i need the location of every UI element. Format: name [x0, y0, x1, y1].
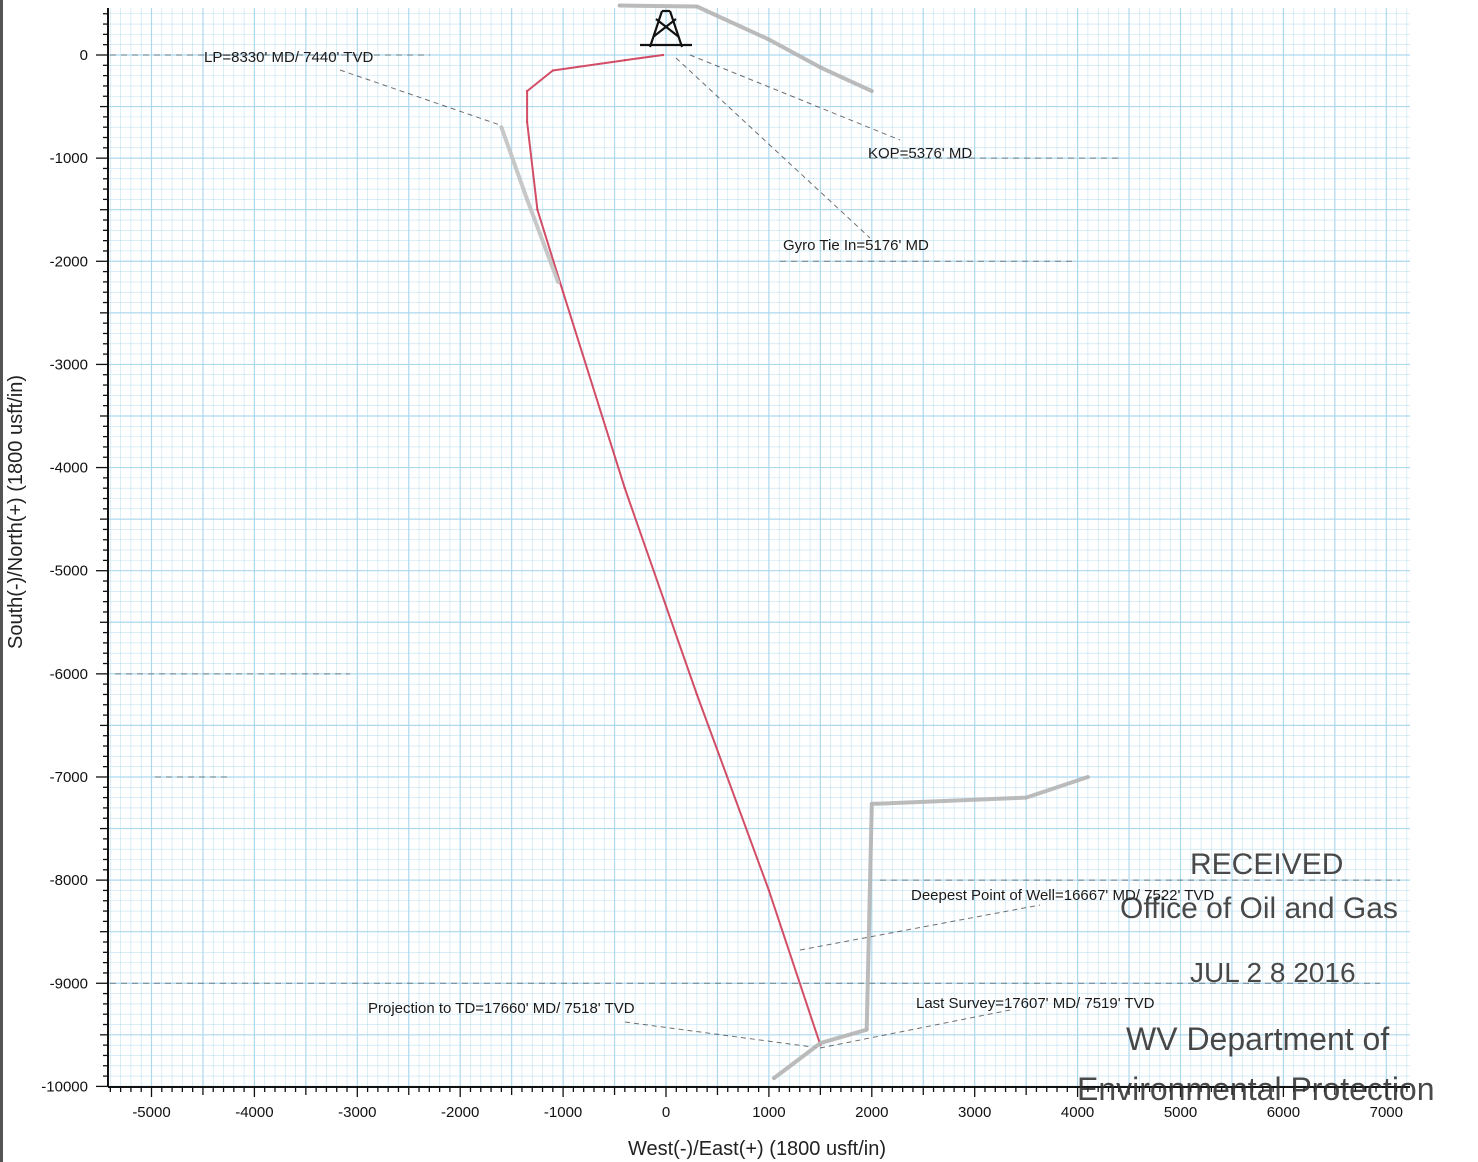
trajectory-point	[695, 693, 699, 696]
stamp-department: WV Department of	[1126, 1021, 1389, 1057]
series-layer	[499, 3, 1090, 1081]
x-tick-label: 5000	[1164, 1104, 1197, 1121]
offset-well-point	[618, 3, 622, 7]
y-tick-label: -5000	[50, 563, 88, 580]
stamp-environmental: Environmental Protection	[1077, 1071, 1435, 1107]
leader-kop	[689, 54, 901, 141]
leader-gyro	[675, 57, 871, 239]
offset-well-point	[556, 280, 560, 284]
offset-well-point	[1086, 775, 1090, 779]
trajectory-point	[561, 291, 565, 294]
annotation-gyro-tie-in: Gyro Tie In=5176' MD	[783, 237, 929, 254]
offset-well-point	[767, 38, 771, 42]
offset-well-line	[772, 775, 1090, 1081]
annotation-projection-td: Projection to TD=17660' MD/ 7518' TVD	[368, 1000, 635, 1017]
y-tick-label: -1000	[50, 150, 88, 167]
x-tick-label: -1000	[544, 1104, 582, 1121]
x-tick-label: 2000	[855, 1104, 888, 1121]
stamp-received: RECEIVED	[1190, 848, 1343, 881]
trajectory-point	[623, 486, 627, 490]
trajectory-point	[525, 89, 529, 93]
y-tick-label: -4000	[50, 460, 88, 477]
y-tick-label: 0	[80, 47, 88, 64]
offset-well-point	[1024, 796, 1028, 800]
leader-last-survey	[819, 1009, 1011, 1049]
x-axis-label: West(-)/East(+) (1800 usft/in)	[628, 1138, 886, 1160]
y-tick-label: -10000	[41, 1078, 88, 1095]
rig-icon-stroke	[668, 10, 684, 48]
offset-well-point	[499, 125, 503, 129]
offset-well-point	[870, 802, 874, 806]
x-tick-label: -4000	[235, 1104, 273, 1121]
x-tick-label: -5000	[132, 1104, 170, 1121]
annotation-leaders	[110, 54, 1400, 1049]
leader-lp	[339, 69, 501, 126]
stamp-office: Office of Oil and Gas	[1120, 892, 1398, 925]
y-tick-label: -9000	[50, 975, 88, 992]
trajectory-point	[551, 69, 555, 72]
y-axis-label: South(-)/North(+) (1800 usft/in)	[5, 375, 27, 649]
rig-icon	[640, 9, 692, 48]
offset-well-point	[695, 5, 699, 9]
leader-projection	[624, 1021, 821, 1049]
y-tick-label: -3000	[50, 356, 88, 373]
y-tick-label: -6000	[50, 666, 88, 683]
offset-well-point	[875, 802, 879, 806]
x-tick-label: 6000	[1267, 1104, 1300, 1121]
left-border	[0, 0, 3, 1162]
offset-well-point	[818, 1041, 822, 1045]
leader-deepest	[799, 904, 1041, 951]
x-tick-label: -2000	[441, 1104, 479, 1121]
rig-icon-stroke	[652, 18, 677, 38]
y-tick-label: -2000	[50, 253, 88, 270]
x-tick-label: 7000	[1370, 1104, 1403, 1121]
rig-icon-stroke	[655, 18, 680, 38]
x-tick-label: 3000	[958, 1104, 991, 1121]
rig-icon-stroke	[648, 10, 664, 48]
x-tick-label: -3000	[338, 1104, 376, 1121]
y-tick-label: -8000	[50, 872, 88, 889]
trajectory-point	[623, 58, 627, 62]
x-tick-label: 4000	[1061, 1104, 1094, 1121]
offset-well-point	[870, 89, 874, 93]
offset-well-point	[865, 1028, 869, 1032]
grid	[108, 8, 1410, 1088]
annotation-lp: LP=8330' MD/ 7440' TVD	[204, 49, 373, 66]
trajectory-point	[525, 120, 529, 124]
x-tick-label: 0	[662, 1104, 670, 1121]
offset-well-line	[617, 3, 874, 94]
annotation-deepest-point: Deepest Point of Well=16667' MD/ 7522' T…	[911, 887, 1214, 904]
annotation-last-survey: Last Survey=17607' MD/ 7519' TVD	[916, 995, 1155, 1012]
offset-well-point	[818, 65, 822, 69]
tick-labels: -5000 -4000 -3000 -2000 -1000 0 1000 2000 3000 40…	[41, 47, 1403, 1121]
offset-well-point	[525, 197, 529, 201]
received-stamp: RECEIVED Office of Oil and Gas JUL 2 8 2…	[1077, 848, 1435, 1107]
offset-well-point	[772, 1076, 776, 1080]
annotation-kop: KOP=5376' MD	[868, 145, 972, 162]
axes	[96, 8, 1410, 1097]
y-tick-label: -7000	[50, 769, 88, 786]
trajectory-point	[536, 208, 539, 211]
trajectory-point	[767, 889, 771, 892]
stamp-date: JUL 2 8 2016	[1190, 957, 1356, 988]
trajectory-point	[661, 53, 665, 57]
x-tick-label: 1000	[752, 1104, 785, 1121]
